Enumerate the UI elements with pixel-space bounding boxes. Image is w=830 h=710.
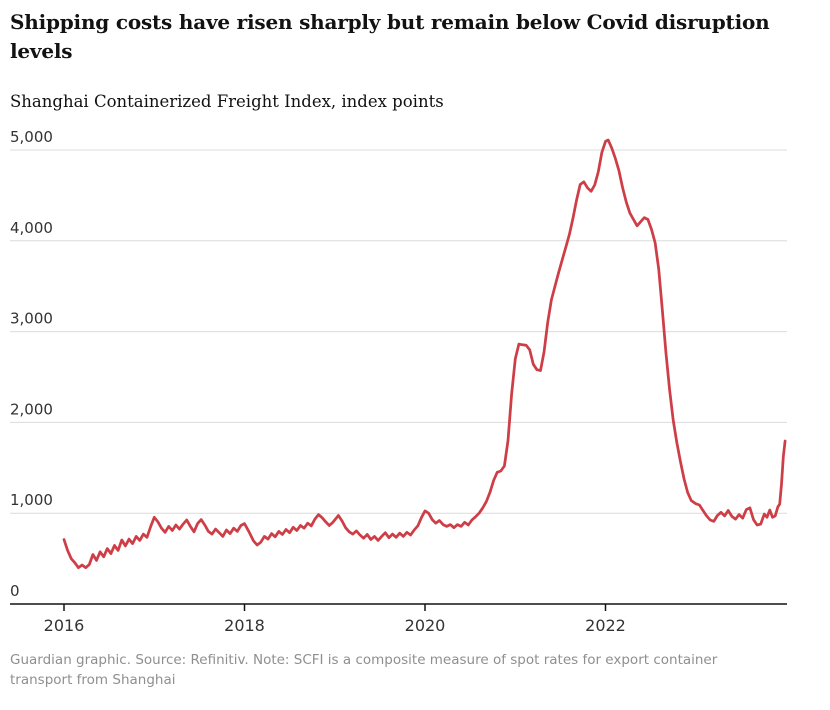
chart-area: 0 1,000 2,000 3,000 4,000 5,000 2016 2018 2020 20… [0,125,830,645]
y-axis-tick-label: 0 [10,582,20,600]
source-note: Guardian graphic. Source: Refinitiv. Not… [10,652,718,688]
y-axis-tick-label: 3,000 [10,310,53,328]
chart-subtitle: Shanghai Containerized Freight Index, in… [10,92,444,111]
x-axis-tick-label: 2020 [405,616,446,635]
y-axis-tick-label: 1,000 [10,491,53,509]
y-axis-tick-label: 2,000 [10,400,53,418]
guardian-chart-card: Shipping costs have risen sharply but re… [0,8,830,710]
y-axis-tick-label: 5,000 [10,128,53,146]
x-axis-tick-label: 2016 [44,616,85,635]
chart-headline: Shipping costs have risen sharply but re… [10,10,770,63]
x-axis-tick-label: 2018 [224,616,265,635]
x-axis-tick-label: 2022 [585,616,626,635]
y-axis-tick-label: 4,000 [10,219,53,237]
scfi-line-series [62,138,787,570]
freight-index-chart: 0 1,000 2,000 3,000 4,000 5,000 2016 2018 2020 20… [10,128,787,635]
